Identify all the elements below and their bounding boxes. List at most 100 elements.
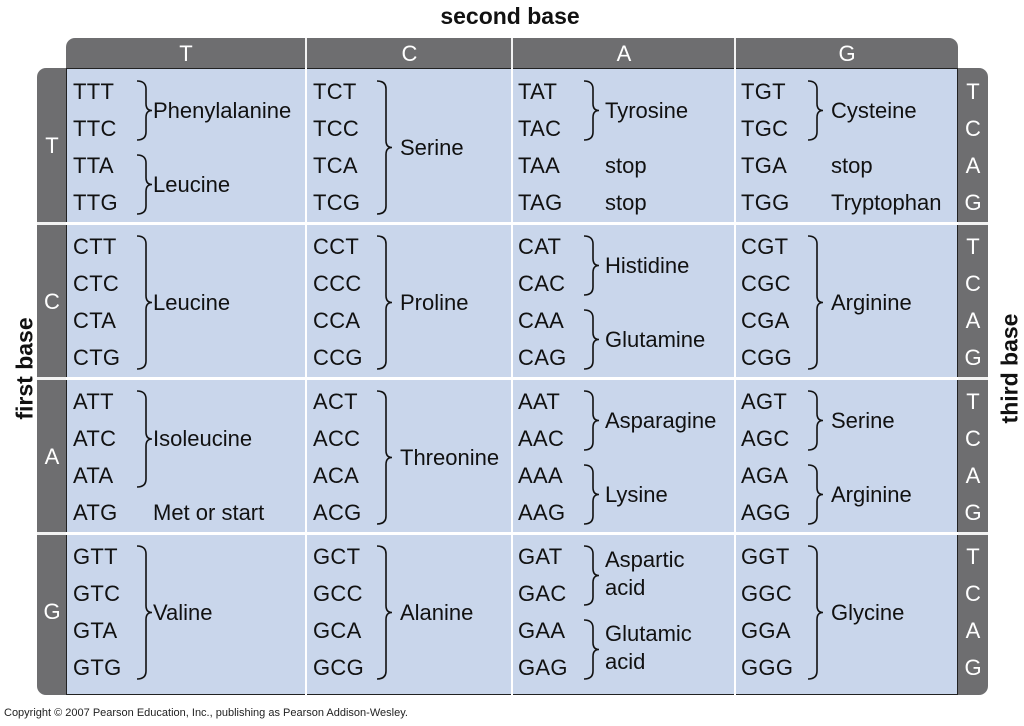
row-divider: [66, 377, 958, 380]
codon-tat: TAT: [518, 79, 558, 104]
codon-tcg: TCG: [313, 190, 361, 215]
codon-tgt: TGT: [741, 79, 786, 104]
codon-cca: CCA: [313, 308, 361, 333]
third-base-g: G: [964, 345, 982, 370]
amino-acid-label: Histidine: [605, 252, 690, 278]
codon-att: ATT: [73, 389, 114, 414]
codon-atc: ATC: [73, 426, 117, 451]
column-divider: [511, 68, 513, 695]
codon-caa: CAA: [518, 308, 565, 333]
amino-acid-label: Glutamine: [605, 326, 706, 352]
third-base-t: T: [966, 544, 980, 569]
codon-ata: ATA: [73, 463, 114, 488]
side-divider: [958, 532, 988, 535]
codon-gac: GAC: [518, 581, 567, 606]
codon-gcg: GCG: [313, 655, 365, 680]
codon-tta: TTA: [73, 153, 114, 178]
amino-acid-label: Serine: [400, 134, 464, 160]
third-base-g: G: [964, 190, 982, 215]
codon-tag: TAG: [518, 190, 563, 215]
codon-cac: CAC: [518, 271, 566, 296]
third-base-side-bar: [958, 68, 988, 695]
codon-ccc: CCC: [313, 271, 362, 296]
amino-acid-label: Tryptophan: [831, 190, 942, 215]
codon-tca: TCA: [313, 153, 358, 178]
column-divider: [305, 68, 307, 695]
codon-gag: GAG: [518, 655, 568, 680]
column-divider: [734, 68, 736, 695]
third-base-c: C: [965, 581, 981, 606]
third-base-t: T: [966, 79, 980, 104]
second-base-c: C: [401, 41, 418, 66]
codon-cgg: CGG: [741, 345, 793, 370]
third-base-t: T: [966, 389, 980, 414]
amino-acid-label: Arginine: [831, 481, 912, 507]
amino-acid-label: Arginine: [831, 289, 912, 315]
codon-ggt: GGT: [741, 544, 790, 569]
codon-cag: CAG: [518, 345, 567, 370]
first-base-c: C: [44, 289, 60, 314]
codon-tgc: TGC: [741, 116, 789, 141]
third-base-a: A: [965, 463, 981, 488]
third-base-t: T: [966, 234, 980, 259]
codon-acc: ACC: [313, 426, 361, 451]
first-base-a: A: [44, 444, 60, 469]
header-divider: [511, 38, 513, 68]
codon-gga: GGA: [741, 618, 791, 643]
side-divider: [958, 377, 988, 380]
codon-gca: GCA: [313, 618, 362, 643]
codon-cga: CGA: [741, 308, 790, 333]
codon-gat: GAT: [518, 544, 563, 569]
amino-acid-label: Glutamic acid: [605, 620, 692, 674]
codon-ctg: CTG: [73, 345, 121, 370]
amino-acid-label: Met or start: [153, 500, 265, 525]
amino-acid-label: Valine: [153, 599, 213, 625]
side-divider: [37, 532, 67, 535]
codon-agg: AGG: [741, 500, 791, 525]
codon-ccg: CCG: [313, 345, 363, 370]
amino-acid-label: stop: [605, 190, 647, 215]
codon-ggc: GGC: [741, 581, 793, 606]
codon-act: ACT: [313, 389, 358, 414]
row-divider: [66, 532, 958, 535]
codon-tga: TGA: [741, 153, 788, 178]
third-base-c: C: [965, 426, 981, 451]
amino-acid-label: Alanine: [400, 599, 474, 625]
amino-acid-label: Serine: [831, 407, 895, 433]
amino-acid-label: Asparagine: [605, 407, 717, 433]
codon-cct: CCT: [313, 234, 360, 259]
second-base-t: T: [179, 41, 193, 66]
codon-gct: GCT: [313, 544, 361, 569]
codon-cgc: CGC: [741, 271, 791, 296]
amino-acid-label: Tyrosine: [605, 97, 689, 123]
amino-acid-label: Aspartic acid: [605, 546, 685, 600]
amino-acid-label: stop: [605, 153, 647, 178]
third-base-a: A: [965, 618, 981, 643]
codon-ttg: TTG: [73, 190, 118, 215]
third-base-a: A: [965, 153, 981, 178]
header-divider: [305, 38, 307, 68]
codon-aac: AAC: [518, 426, 565, 451]
third-base-g: G: [964, 500, 982, 525]
row-divider: [66, 222, 958, 225]
codon-ctc: CTC: [73, 271, 120, 296]
codon-aat: AAT: [518, 389, 561, 414]
amino-acid-label: Isoleucine: [153, 426, 253, 451]
amino-acid-label: Cysteine: [831, 97, 917, 123]
codon-taa: TAA: [518, 153, 561, 178]
codon-agt: AGT: [741, 389, 788, 414]
codon-agc: AGC: [741, 426, 790, 451]
third-base-c: C: [965, 271, 981, 296]
side-divider: [37, 377, 67, 380]
second-base-a: A: [616, 41, 632, 66]
codon-cat: CAT: [518, 234, 562, 259]
amino-acid-label: Lysine: [605, 481, 668, 507]
third-base-c: C: [965, 116, 981, 141]
side-divider: [37, 222, 67, 225]
amino-acid-label: Leucine: [153, 171, 231, 197]
codon-ctt: CTT: [73, 234, 117, 259]
codon-tac: TAC: [518, 116, 562, 141]
first-base-t: T: [45, 133, 59, 158]
second-base-title: second base: [440, 3, 580, 29]
codon-atg: ATG: [73, 500, 118, 525]
